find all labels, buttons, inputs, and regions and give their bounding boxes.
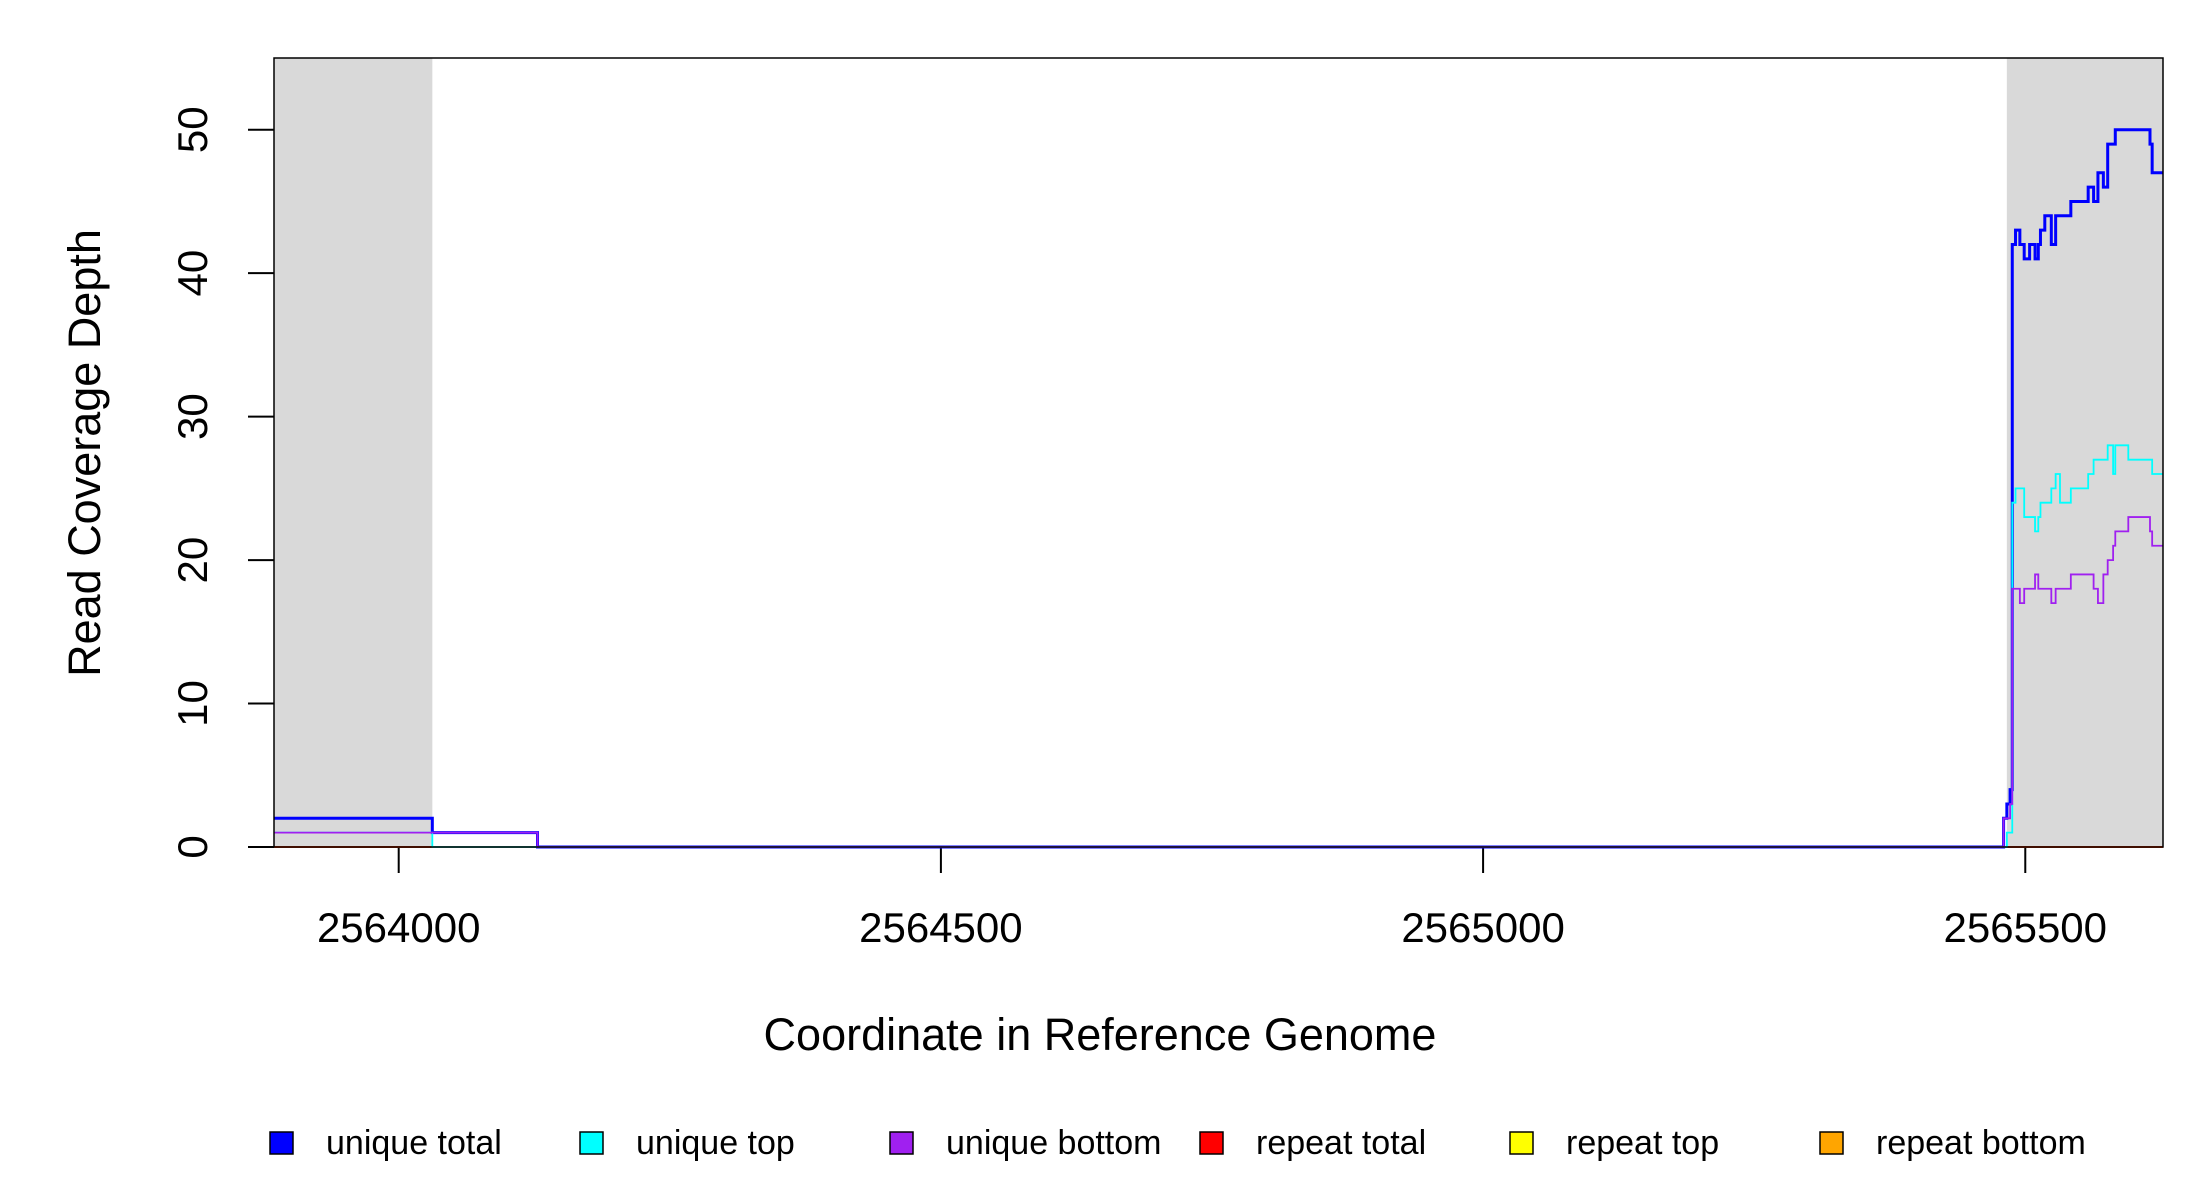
legend-label: repeat total [1256,1124,1426,1162]
legend-swatch [1509,1131,1534,1155]
shaded-region [2006,58,2163,847]
series-line [274,516,2163,848]
y-tick-label: 0 [169,835,216,858]
legend-label: repeat top [1566,1124,1719,1162]
plot-border [273,57,2164,848]
x-tick-label: 2565500 [1944,904,2108,951]
y-tick-label: 40 [169,250,216,297]
y-tick-label: 20 [169,537,216,584]
y-tick-label: 50 [169,106,216,153]
shaded-region [274,58,433,847]
x-tick-label: 2565000 [1401,904,1565,951]
x-tick-label: 2564500 [859,904,1023,951]
legend-label: repeat bottom [1876,1124,2086,1162]
y-tick-label: 30 [169,393,216,440]
legend-label: unique bottom [946,1124,1162,1162]
legend-swatch [579,1131,604,1155]
legend-swatch [889,1131,914,1155]
y-axis-title: Read Coverage Depth [59,229,110,677]
legend-swatch [1819,1131,1844,1155]
legend-swatch [269,1131,294,1155]
legend-label: unique total [326,1124,502,1162]
series-line [274,128,2163,849]
legend-label: unique top [636,1124,795,1162]
y-tick-label: 10 [169,680,216,727]
legend-swatch [1199,1131,1224,1155]
series-line [274,444,2163,848]
x-axis-title: Coordinate in Reference Genome [764,1009,1437,1060]
x-tick-label: 2564000 [317,904,481,951]
